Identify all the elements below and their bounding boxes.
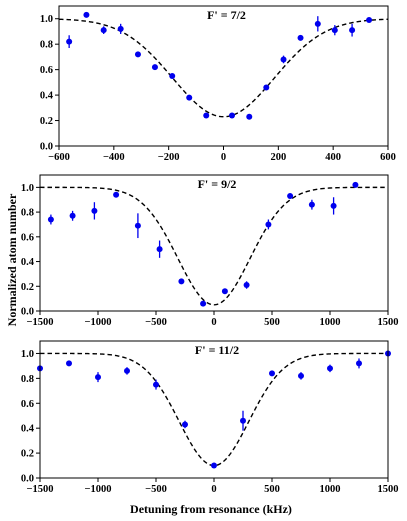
data-point <box>178 278 185 285</box>
data-point <box>221 288 228 295</box>
y-tick-label: 0.4 <box>21 257 35 268</box>
x-tick-label: 500 <box>264 317 280 328</box>
axes-frame <box>58 5 389 147</box>
data-point <box>153 381 159 388</box>
data-point <box>356 360 362 367</box>
panel-2: −1500 −1000 −500 0 500 1000 1500 0.0 0.2 0.4 0.6 0.… <box>21 174 399 328</box>
data-point <box>331 27 338 34</box>
data-point <box>243 282 250 289</box>
y-tick-label: 0.2 <box>40 116 53 127</box>
data-point <box>151 64 158 71</box>
data-point <box>228 112 235 119</box>
data-point <box>66 360 72 367</box>
x-tick-label: −1500 <box>27 317 54 328</box>
x-tick-label: 600 <box>380 152 396 163</box>
data-point <box>298 372 304 379</box>
data-point <box>327 365 333 372</box>
y-tick-label: 0.6 <box>21 399 34 410</box>
fit-curve <box>39 352 389 467</box>
data-point <box>263 84 270 91</box>
x-tick-label: 0 <box>221 152 226 163</box>
data-point <box>100 27 107 34</box>
y-tick-label: 0.0 <box>21 307 34 318</box>
panel-title: F' = 11/2 <box>195 343 239 357</box>
data-point <box>297 34 304 41</box>
fit-curve <box>58 18 389 118</box>
axes-frame <box>39 174 389 312</box>
y-axis-title: Normalized atom number <box>5 193 19 326</box>
data-point <box>134 222 141 229</box>
x-tick-label: 0 <box>211 484 216 495</box>
data-point <box>366 17 373 23</box>
data-point <box>83 11 90 18</box>
data-point <box>169 73 176 79</box>
data-point <box>156 246 163 253</box>
y-tick-label: 0.0 <box>40 142 53 153</box>
data-point <box>200 300 207 307</box>
x-tick-label: −500 <box>145 317 167 328</box>
data-point <box>269 370 275 377</box>
data-point <box>91 207 98 214</box>
x-tick-label: −500 <box>145 484 167 495</box>
x-tick-label: 1500 <box>378 484 399 495</box>
x-tick-label: −1000 <box>85 317 112 328</box>
data-point <box>287 193 294 200</box>
data-point <box>246 113 253 120</box>
y-tick-label: 0.4 <box>40 91 54 102</box>
y-tick-label: 0.8 <box>40 40 53 51</box>
data-point <box>265 221 272 228</box>
y-tick-label: 0.0 <box>21 474 34 485</box>
x-tick-label: 400 <box>325 152 341 163</box>
y-tick-label: 0.8 <box>21 208 34 219</box>
x-tick-label: −1500 <box>27 484 54 495</box>
data-point <box>203 112 210 119</box>
fit-curve <box>40 186 388 306</box>
y-tick-label: 1.0 <box>21 349 34 360</box>
x-tick-label: −1000 <box>85 484 112 495</box>
data-point <box>308 201 315 208</box>
y-tick-label: 1.0 <box>21 183 34 194</box>
data-point <box>330 202 337 209</box>
x-tick-label: 0 <box>211 317 216 328</box>
x-tick-label: 1500 <box>378 317 399 328</box>
y-tick-label: 0.4 <box>21 424 35 435</box>
x-tick-label: −200 <box>158 152 180 163</box>
data-point <box>280 56 287 63</box>
x-tick-label: −600 <box>48 152 70 163</box>
data-point <box>349 27 356 34</box>
panel-1: −600 −400 −200 0 200 400 600 0.0 0.2 0.4 0.6 0.8 1.0… <box>40 5 396 163</box>
x-tick-label: 200 <box>270 152 286 163</box>
data-point <box>314 20 321 27</box>
data-point <box>352 181 359 188</box>
data-point <box>95 374 101 381</box>
data-point <box>124 367 130 374</box>
y-tick-label: 0.2 <box>21 449 34 460</box>
panel-title: F' = 7/2 <box>207 8 246 22</box>
x-tick-label: 1000 <box>320 317 341 328</box>
x-tick-label: 500 <box>264 484 280 495</box>
data-point <box>117 25 124 32</box>
panels: −600 −400 −200 0 200 400 600 0.0 0.2 0.4 0.6 0.8 1.0… <box>21 5 399 495</box>
y-tick-label: 0.2 <box>21 282 34 293</box>
data-point <box>47 216 54 223</box>
panel-title: F' = 9/2 <box>198 177 237 191</box>
axes-frame <box>39 340 389 479</box>
y-tick-label: 0.8 <box>21 374 34 385</box>
data-point <box>186 94 193 101</box>
data-point <box>211 462 217 469</box>
data-point <box>69 212 76 219</box>
y-tick-label: 0.6 <box>21 232 34 243</box>
data-point <box>240 417 246 424</box>
data-point <box>134 51 141 58</box>
y-tick-label: 0.6 <box>40 65 53 76</box>
data-point <box>66 38 73 45</box>
y-tick-label: 1.0 <box>40 14 53 25</box>
data-point <box>113 191 120 198</box>
x-tick-label: 1000 <box>320 484 341 495</box>
data-point <box>182 421 188 428</box>
x-axis-title: Detuning from resonance (kHz) <box>130 502 292 516</box>
x-tick-label: −400 <box>103 152 125 163</box>
panel-3: −1500 −1000 −500 0 500 1000 1500 0.0 0.2 0.4 0.6 0.… <box>21 340 399 495</box>
